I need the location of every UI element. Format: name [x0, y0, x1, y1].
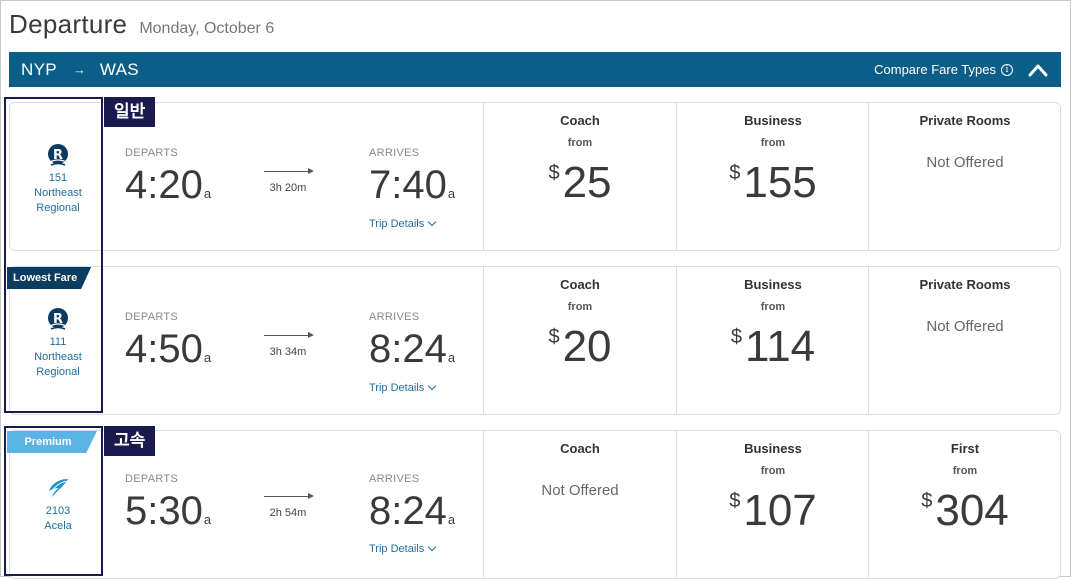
- train-number[interactable]: 111: [49, 336, 67, 348]
- fare-from: from: [567, 301, 593, 313]
- trip-duration: 3h 34m: [258, 330, 318, 358]
- trip-duration: 3h 20m: [258, 166, 318, 194]
- annotation-box-express: [4, 426, 103, 576]
- fare-price: $304: [921, 486, 1009, 535]
- fare-from: from: [567, 137, 593, 149]
- train-info: R 151 Northeast Regional: [10, 103, 106, 250]
- train-number[interactable]: 2103: [45, 505, 71, 517]
- fare-status: Not Offered: [541, 482, 619, 499]
- chevron-up-icon[interactable]: [1027, 61, 1049, 79]
- compare-fare-types-link[interactable]: Compare Fare Types i: [874, 62, 1013, 77]
- fare-coach[interactable]: Coach from $25: [483, 103, 676, 250]
- fare-price: $20: [548, 322, 612, 371]
- fare-name: Business: [744, 441, 802, 456]
- fare-from: from: [760, 301, 786, 313]
- arrives-time: 8:24a: [369, 489, 456, 533]
- route-bar: NYP → WAS Compare Fare Types i: [9, 52, 1061, 87]
- train-line-2[interactable]: Regional: [36, 202, 80, 214]
- page-title: Departure: [9, 9, 128, 39]
- compare-fare-types-label: Compare Fare Types: [874, 62, 996, 77]
- acela-logo-icon: [46, 477, 70, 504]
- departs-time: 4:20a: [125, 163, 212, 207]
- arrives-label: ARRIVES: [369, 311, 420, 323]
- train-info: Lowest Fare R 111 Northeast Regional: [7, 267, 106, 414]
- fare-status: Not Offered: [926, 154, 1004, 171]
- departs-label: DEPARTS: [125, 147, 179, 159]
- annotation-label-express: 고속: [104, 426, 156, 456]
- chevron-down-icon: [427, 542, 437, 552]
- route-arrow-icon: →: [72, 62, 86, 77]
- train-info: Premium 2103 Acela: [7, 431, 106, 578]
- fare-name: Coach: [560, 113, 600, 128]
- svg-text:R: R: [53, 312, 63, 327]
- train-line-1[interactable]: Northeast: [34, 187, 82, 199]
- trip-details-link[interactable]: Trip Details: [369, 381, 437, 394]
- annotation-label-regular: 일반: [104, 97, 156, 127]
- train-line-1[interactable]: Acela: [44, 520, 72, 532]
- premium-badge: Premium: [7, 431, 97, 453]
- duration-arrow-icon: [258, 330, 318, 340]
- fare-name: Private Rooms: [919, 277, 1011, 292]
- fare-price: $114: [730, 322, 816, 371]
- fare-name: Coach: [560, 277, 600, 292]
- fare-name: Coach: [560, 441, 600, 456]
- train-number[interactable]: 151: [48, 172, 68, 184]
- trip-row: Premium 2103 Acela DEPARTS 5:30a 2h 54m …: [7, 430, 1061, 579]
- fare-business[interactable]: Business from $155: [676, 103, 869, 250]
- departs-label: DEPARTS: [125, 473, 179, 485]
- departs-time: 5:30a: [125, 489, 212, 533]
- fare-name: Business: [744, 277, 802, 292]
- northeast-regional-logo-icon: R: [47, 307, 69, 336]
- fare-private-rooms: Private Rooms Not Offered: [868, 267, 1061, 414]
- fare-from: from: [760, 465, 786, 477]
- chevron-down-icon: [427, 217, 437, 227]
- fare-business[interactable]: Business from $114: [676, 267, 869, 414]
- destination-station: WAS: [99, 59, 139, 79]
- fare-status: Not Offered: [926, 318, 1004, 335]
- fare-price: $155: [729, 158, 817, 207]
- svg-text:R: R: [53, 148, 63, 163]
- travel-date: Monday, October 6: [139, 20, 275, 37]
- duration-arrow-icon: [258, 166, 318, 176]
- fare-from: from: [760, 137, 786, 149]
- annotation-box-regular: [4, 97, 103, 413]
- fare-name: Private Rooms: [919, 113, 1011, 128]
- arrives-time: 8:24a: [369, 327, 456, 371]
- arrives-label: ARRIVES: [369, 147, 420, 159]
- fare-business[interactable]: Business from $107: [676, 431, 869, 578]
- departs-label: DEPARTS: [125, 311, 179, 323]
- fare-coach[interactable]: Coach from $20: [483, 267, 676, 414]
- fare-name: First: [950, 441, 980, 456]
- trip-row: R 151 Northeast Regional DEPARTS 4:20a 3…: [9, 102, 1061, 251]
- trip-details-link[interactable]: Trip Details: [369, 542, 437, 555]
- fare-price: $107: [729, 486, 817, 535]
- arrives-label: ARRIVES: [369, 473, 420, 485]
- train-line-2[interactable]: Regional: [36, 366, 80, 378]
- trip-row: Lowest Fare R 111 Northeast Regional DEP…: [7, 266, 1061, 415]
- duration-arrow-icon: [258, 491, 318, 501]
- train-line-1[interactable]: Northeast: [34, 351, 82, 363]
- fare-price: $25: [548, 158, 612, 207]
- fare-name: Business: [744, 113, 802, 128]
- trip-details-link[interactable]: Trip Details: [369, 217, 437, 230]
- trip-duration: 2h 54m: [258, 491, 318, 519]
- northeast-regional-logo-icon: R: [47, 143, 69, 172]
- departs-time: 4:50a: [125, 327, 212, 371]
- chevron-down-icon: [427, 381, 437, 391]
- departure-header: Departure Monday, October 6: [9, 9, 274, 41]
- lowest-fare-badge: Lowest Fare: [7, 267, 92, 289]
- origin-station: NYP: [21, 59, 57, 79]
- fare-from: from: [952, 465, 978, 477]
- fare-private-rooms: Private Rooms Not Offered: [868, 103, 1061, 250]
- info-icon[interactable]: i: [1001, 63, 1013, 76]
- fare-first[interactable]: First from $304: [868, 431, 1061, 578]
- arrives-time: 7:40a: [369, 163, 456, 207]
- fare-coach: Coach Not Offered: [483, 431, 676, 578]
